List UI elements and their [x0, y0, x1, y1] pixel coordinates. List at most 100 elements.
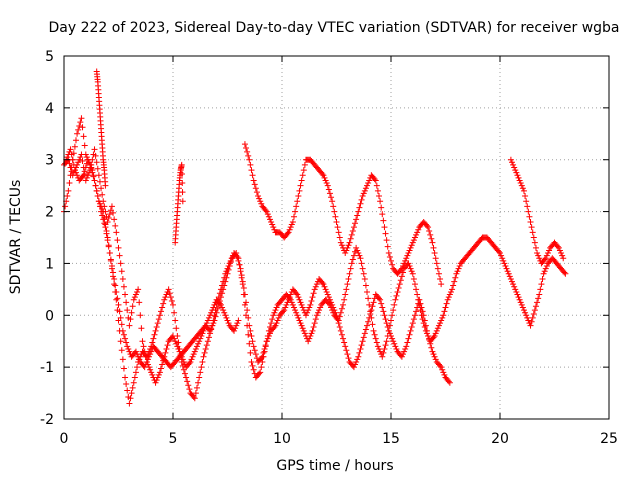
data-point	[117, 314, 124, 321]
data-point	[247, 349, 254, 356]
data-point	[249, 362, 256, 369]
data-point	[388, 317, 394, 324]
data-point	[439, 366, 446, 373]
data-point	[287, 224, 294, 231]
data-point	[342, 250, 349, 257]
data-point	[72, 164, 79, 171]
data-point	[437, 320, 444, 327]
data-point	[90, 172, 97, 179]
data-point	[124, 387, 131, 394]
data-point	[249, 172, 256, 179]
data-point	[329, 301, 336, 308]
data-point	[162, 349, 169, 356]
data-point	[256, 370, 263, 377]
data-point	[82, 177, 89, 184]
y-tick-label: 1	[45, 256, 54, 272]
data-point	[335, 320, 342, 327]
data-point	[388, 257, 394, 264]
data-point	[407, 327, 414, 334]
data-point	[413, 308, 420, 315]
x-tick-label: 10	[273, 431, 291, 447]
data-point	[105, 243, 112, 250]
data-point	[415, 226, 422, 233]
data-point	[104, 237, 111, 244]
data-point	[300, 327, 307, 334]
data-point	[267, 330, 274, 337]
data-point	[78, 151, 85, 158]
series-track-4	[241, 141, 445, 288]
data-point	[355, 208, 362, 215]
data-point	[268, 320, 275, 327]
data-point	[197, 369, 204, 376]
data-point	[309, 327, 316, 334]
data-point	[264, 335, 271, 342]
data-point	[299, 325, 306, 332]
data-point	[432, 356, 439, 363]
data-point	[236, 261, 243, 268]
data-point	[343, 247, 350, 254]
data-point	[184, 378, 191, 385]
data-point	[319, 170, 326, 177]
data-point	[122, 335, 129, 342]
data-point	[196, 374, 203, 381]
data-point	[62, 203, 69, 210]
data-point	[504, 268, 511, 275]
data-point	[136, 299, 143, 306]
data-point	[337, 327, 344, 334]
data-point	[71, 143, 78, 150]
data-point	[248, 358, 255, 365]
data-point	[222, 278, 229, 285]
data-point	[531, 307, 538, 314]
data-point	[188, 356, 195, 363]
data-point	[335, 229, 342, 236]
data-point	[122, 374, 129, 381]
data-point	[333, 312, 340, 319]
data-point	[113, 296, 120, 303]
data-point	[139, 338, 146, 345]
data-point	[438, 317, 445, 324]
data-point	[411, 281, 418, 288]
data-point	[519, 304, 526, 311]
data-point	[114, 237, 121, 244]
data-point	[307, 333, 314, 340]
data-point	[523, 312, 530, 319]
data-point	[120, 283, 127, 290]
data-point	[174, 343, 181, 350]
data-point	[528, 224, 535, 231]
data-point	[295, 193, 302, 200]
data-point	[368, 307, 375, 314]
data-point	[409, 270, 416, 277]
data-point	[283, 301, 290, 308]
data-point	[178, 161, 185, 168]
data-point	[134, 288, 141, 295]
data-point	[411, 312, 418, 319]
data-point	[343, 347, 350, 354]
data-point	[241, 291, 248, 298]
data-point	[247, 327, 254, 334]
data-point	[158, 308, 165, 315]
data-point	[83, 154, 90, 161]
data-point	[408, 268, 415, 275]
data-point	[344, 244, 351, 251]
data-point	[500, 257, 507, 264]
data-point	[562, 270, 569, 277]
data-point	[343, 286, 350, 293]
data-point	[292, 208, 299, 215]
data-point	[286, 226, 293, 233]
data-point	[499, 255, 506, 262]
data-point	[268, 218, 275, 225]
data-point	[354, 356, 361, 363]
data-point	[413, 286, 420, 293]
data-point	[76, 156, 83, 163]
data-point	[423, 327, 430, 334]
data-point	[219, 290, 226, 297]
data-point	[272, 322, 279, 329]
data-point	[440, 369, 447, 376]
data-point	[407, 244, 414, 251]
data-point	[358, 196, 365, 203]
data-point	[77, 154, 84, 161]
data-point	[118, 268, 125, 275]
data-point	[146, 364, 153, 371]
data-point	[406, 331, 413, 338]
data-point	[93, 159, 100, 166]
